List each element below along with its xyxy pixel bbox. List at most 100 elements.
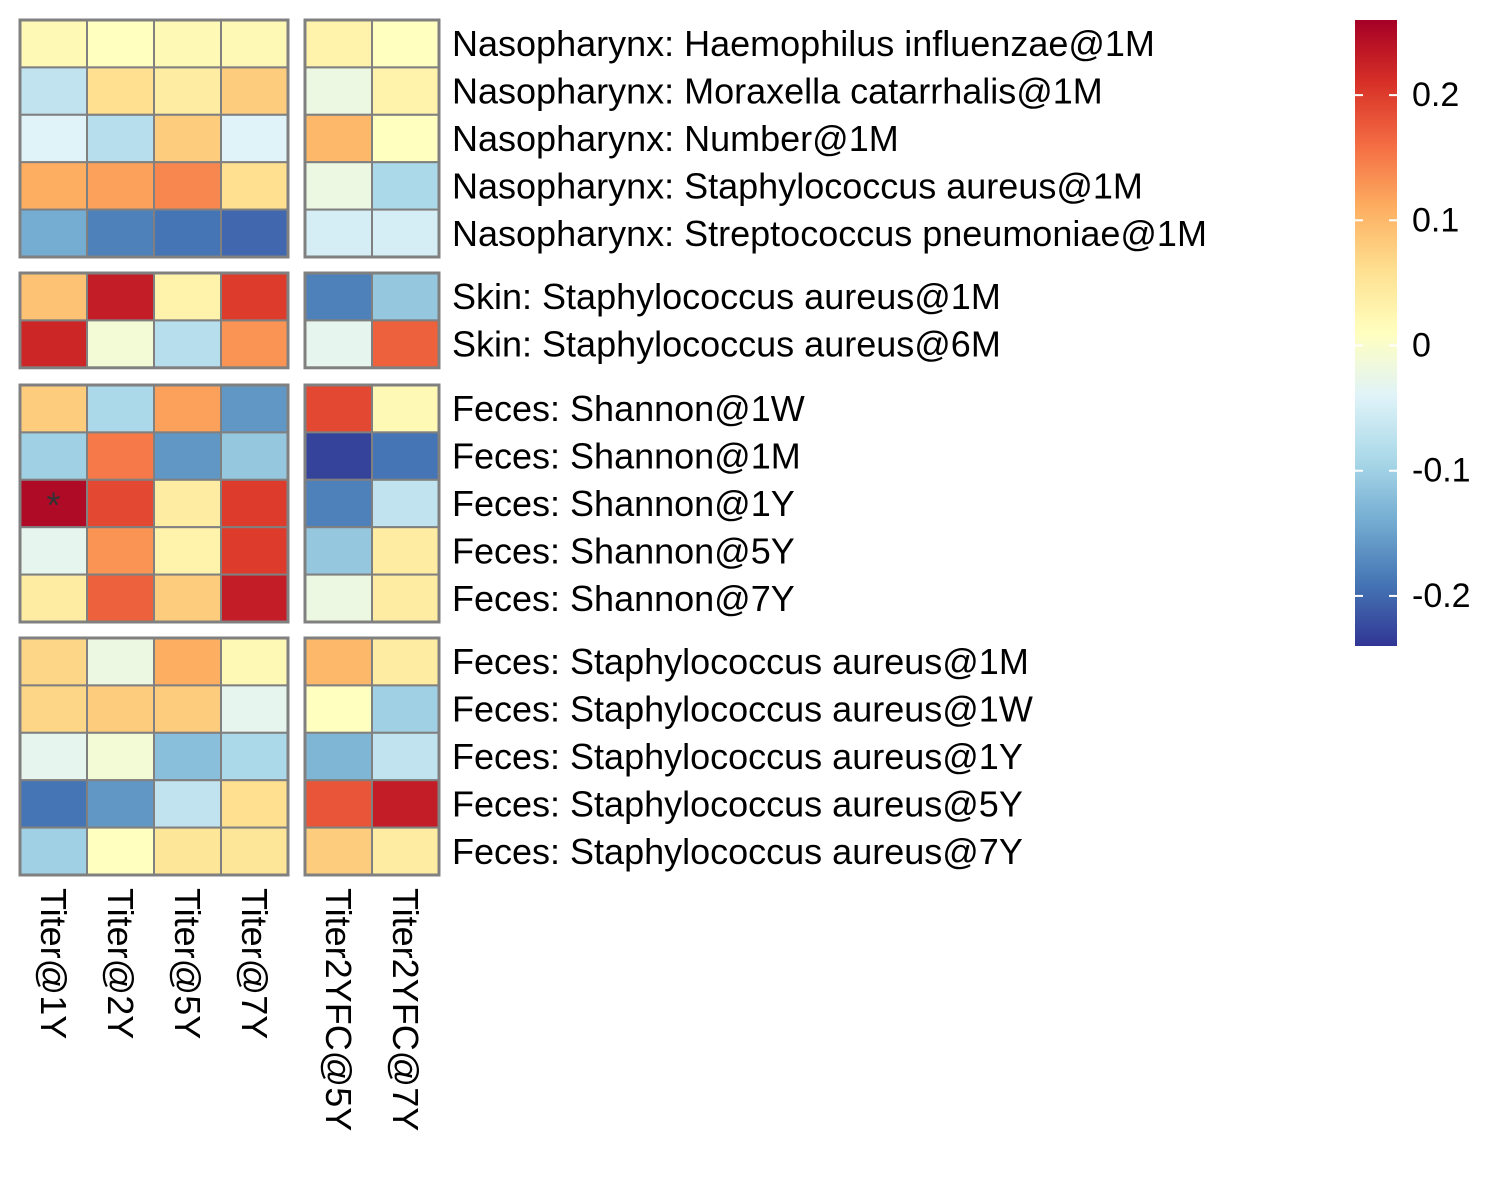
row-label: Feces: Shannon@1W: [452, 388, 805, 429]
heatmap-cell: [371, 319, 440, 369]
heatmap-cell: [220, 431, 289, 481]
row-label: Feces: Staphylococcus aureus@7Y: [452, 831, 1023, 872]
row-label: Feces: Staphylococcus aureus@5Y: [452, 783, 1023, 824]
row-label: Feces: Staphylococcus aureus@1M: [452, 641, 1029, 682]
column-label: Titer@5Y: [167, 888, 208, 1039]
heatmap-cell: [86, 319, 155, 369]
heatmap-cell: [153, 478, 222, 529]
row-label: Nasopharynx: Streptococcus pneumoniae@1M: [452, 213, 1207, 254]
heatmap-cell: [19, 384, 88, 434]
heatmap-cell: [86, 779, 155, 829]
column-label: Titer@7Y: [234, 888, 275, 1039]
heatmap-cell: [19, 66, 88, 116]
heatmap-cell: [19, 637, 88, 687]
colorbar-tick-label: -0.1: [1412, 452, 1471, 490]
heatmap-cell: [153, 66, 222, 116]
heatmap-cell: [371, 684, 440, 734]
heatmap-cell: [86, 272, 155, 322]
heatmap-cell: [304, 161, 373, 211]
heatmap-cell: [153, 208, 222, 259]
heatmap-cell: [304, 684, 373, 734]
heatmap-cell: [304, 478, 373, 529]
heatmap-cell: [371, 208, 440, 259]
heatmap-cell: [19, 779, 88, 829]
heatmap-cell: [86, 113, 155, 164]
heatmap-cell: [86, 573, 155, 623]
colorbar-tick-label: 0: [1412, 327, 1431, 365]
heatmap-cell: [371, 478, 440, 529]
heatmap-cell: [153, 272, 222, 322]
heatmap-cell: [19, 161, 88, 211]
heatmap-cell: [19, 526, 88, 576]
colorbar-legend: 0.2 0.1 0 -0.1 -0.2: [1355, 20, 1471, 646]
column-labels: Titer@1Y Titer@2Y Titer@5Y Titer@7Y Titer2YF…: [33, 888, 426, 1131]
heatmap-block-frame: [18, 383, 290, 624]
heatmap-block-frame: [18, 271, 290, 370]
heatmap-cell: [153, 684, 222, 734]
heatmap-block-frame: [303, 636, 441, 877]
heatmap-cell: [304, 19, 373, 69]
row-label: Feces: Shannon@5Y: [452, 530, 795, 571]
colorbar-tick-label: 0.1: [1412, 201, 1459, 239]
row-label: Nasopharynx: Haemophilus influenzae@1M: [452, 23, 1155, 64]
column-label: Titer2YFC@7Y: [385, 888, 426, 1131]
heatmap-block-frame: [303, 271, 441, 370]
heatmap-cell: [220, 161, 289, 211]
heatmap-cells: *: [19, 19, 440, 876]
heatmap-cell: [304, 431, 373, 481]
heatmap-cell: [371, 384, 440, 434]
heatmap-cell: [220, 319, 289, 369]
heatmap-cell: [371, 826, 440, 876]
heatmap-cell: [304, 826, 373, 876]
heatmap-cell: [153, 779, 222, 829]
row-label: Feces: Staphylococcus aureus@1Y: [452, 736, 1023, 777]
heatmap-cell: [19, 272, 88, 322]
colorbar-tick-label: -0.2: [1412, 577, 1471, 615]
heatmap-cell: [19, 319, 88, 369]
heatmap-group-borders: [18, 18, 441, 877]
heatmap-cell: [304, 573, 373, 623]
heatmap-cell: [371, 779, 440, 829]
heatmap-cell: [86, 431, 155, 481]
heatmap-cell: [220, 478, 289, 529]
heatmap-cell: [86, 731, 155, 782]
colorbar-gradient: [1355, 20, 1397, 646]
row-label: Nasopharynx: Moraxella catarrhalis@1M: [452, 71, 1103, 112]
heatmap-cell: [86, 637, 155, 687]
heatmap-cell: [220, 826, 289, 876]
heatmap-cell: [220, 272, 289, 322]
heatmap-cell: [371, 431, 440, 481]
heatmap-cell: [220, 731, 289, 782]
heatmap-cell: [86, 161, 155, 211]
heatmap-cell: [153, 431, 222, 481]
heatmap-cell: [304, 113, 373, 164]
heatmap-cell: [371, 731, 440, 782]
row-label: Feces: Shannon@1Y: [452, 483, 795, 524]
column-label: Titer2YFC@5Y: [318, 888, 359, 1131]
heatmap-cell: [220, 526, 289, 576]
heatmap-cell: [86, 66, 155, 116]
row-label: Skin: Staphylococcus aureus@6M: [452, 324, 1001, 365]
row-label: Skin: Staphylococcus aureus@1M: [452, 276, 1001, 317]
heatmap-cell: [220, 19, 289, 69]
heatmap-cell: [220, 66, 289, 116]
heatmap-cell: [153, 637, 222, 687]
heatmap-cell: [220, 573, 289, 623]
heatmap-cell: [304, 208, 373, 259]
heatmap-cell: [153, 384, 222, 434]
heatmap-cell: [86, 526, 155, 576]
heatmap-block-frame: [303, 383, 441, 624]
heatmap-cell: [153, 573, 222, 623]
heatmap-cell: [304, 526, 373, 576]
heatmap-cell: [19, 573, 88, 623]
heatmap-cell: [86, 208, 155, 259]
heatmap-cell: [220, 384, 289, 434]
heatmap-cell: [304, 637, 373, 687]
heatmap-cell: [19, 826, 88, 876]
heatmap-cell: [86, 826, 155, 876]
heatmap-cell: [371, 573, 440, 623]
heatmap-cell: [220, 779, 289, 829]
heatmap-cell: [304, 319, 373, 369]
heatmap-cell: [86, 384, 155, 434]
